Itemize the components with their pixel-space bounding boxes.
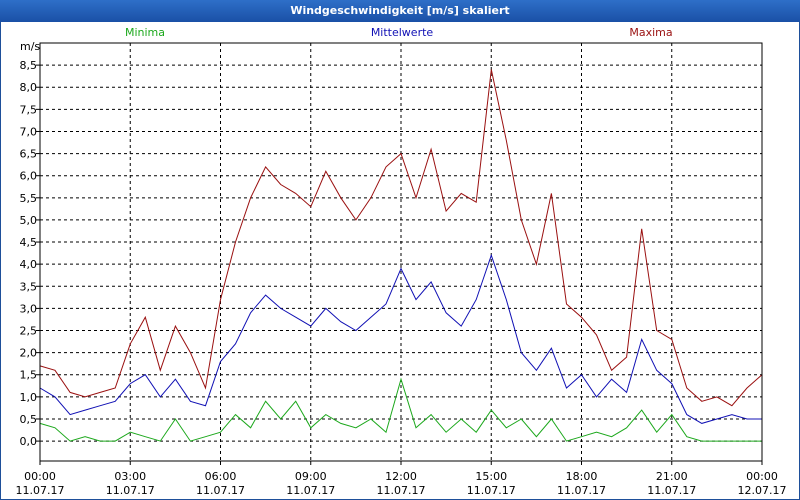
x-tick-date-label: 11.07.17 — [106, 484, 155, 497]
x-tick-date-label: 11.07.17 — [286, 484, 335, 497]
legend-mittelwerte: Mittelwerte — [371, 26, 434, 39]
y-tick-label: 3,5 — [20, 280, 38, 293]
x-tick-time-label: 06:00 — [205, 470, 237, 483]
y-tick-label: 3,0 — [20, 302, 38, 315]
y-tick-label: 4,0 — [20, 258, 38, 271]
x-tick-date-label: 11.07.17 — [647, 484, 696, 497]
plot-border — [39, 42, 763, 462]
series-line-mittelwerte — [39, 253, 762, 424]
x-tick-date-label: 11.07.17 — [16, 484, 65, 497]
x-tick-date-label: 11.07.17 — [467, 484, 516, 497]
x-tick-time-label: 00:00 — [746, 470, 778, 483]
y-tick-label: 4,5 — [20, 236, 38, 249]
series-line-minima — [39, 377, 762, 442]
y-tick-label: 0,0 — [20, 435, 38, 448]
window-title: Windgeschwindigkeit [m/s] skaliert — [0, 0, 800, 22]
y-tick-label: 6,5 — [20, 148, 38, 161]
x-tick-time-label: 21:00 — [656, 470, 688, 483]
legend-maxima: Maxima — [629, 26, 672, 39]
y-tick-label: 5,5 — [20, 192, 38, 205]
y-tick-label: 1,0 — [20, 391, 38, 404]
y-tick-label: 8,5 — [20, 59, 38, 72]
x-tick-time-label: 15:00 — [475, 470, 507, 483]
y-tick-label: 7,5 — [20, 103, 38, 116]
x-tick-time-label: 00:00 — [24, 470, 56, 483]
x-tick-date-label: 11.07.17 — [196, 484, 245, 497]
x-tick-date-label: 11.07.17 — [377, 484, 426, 497]
x-tick-time-label: 03:00 — [114, 470, 146, 483]
x-tick-time-label: 12:00 — [385, 470, 417, 483]
x-tick-date-label: 11.07.17 — [557, 484, 606, 497]
y-tick-label: 0,5 — [20, 413, 38, 426]
x-tick-date-label: 12.07.17 — [738, 484, 787, 497]
legend-minima: Minima — [125, 26, 165, 39]
y-tick-label: 7,0 — [20, 125, 38, 138]
y-tick-label: 6,0 — [20, 170, 38, 183]
y-axis-label: m/s — [20, 40, 40, 53]
y-tick-label: 5,0 — [20, 214, 38, 227]
y-tick-label: 1,5 — [20, 369, 38, 382]
y-tick-label: 2,0 — [20, 347, 38, 360]
x-tick-time-label: 09:00 — [295, 470, 327, 483]
y-tick-label: 8,0 — [20, 81, 38, 94]
x-tick-time-label: 18:00 — [566, 470, 598, 483]
y-tick-label: 2,5 — [20, 325, 38, 338]
series-line-maxima — [39, 69, 763, 407]
